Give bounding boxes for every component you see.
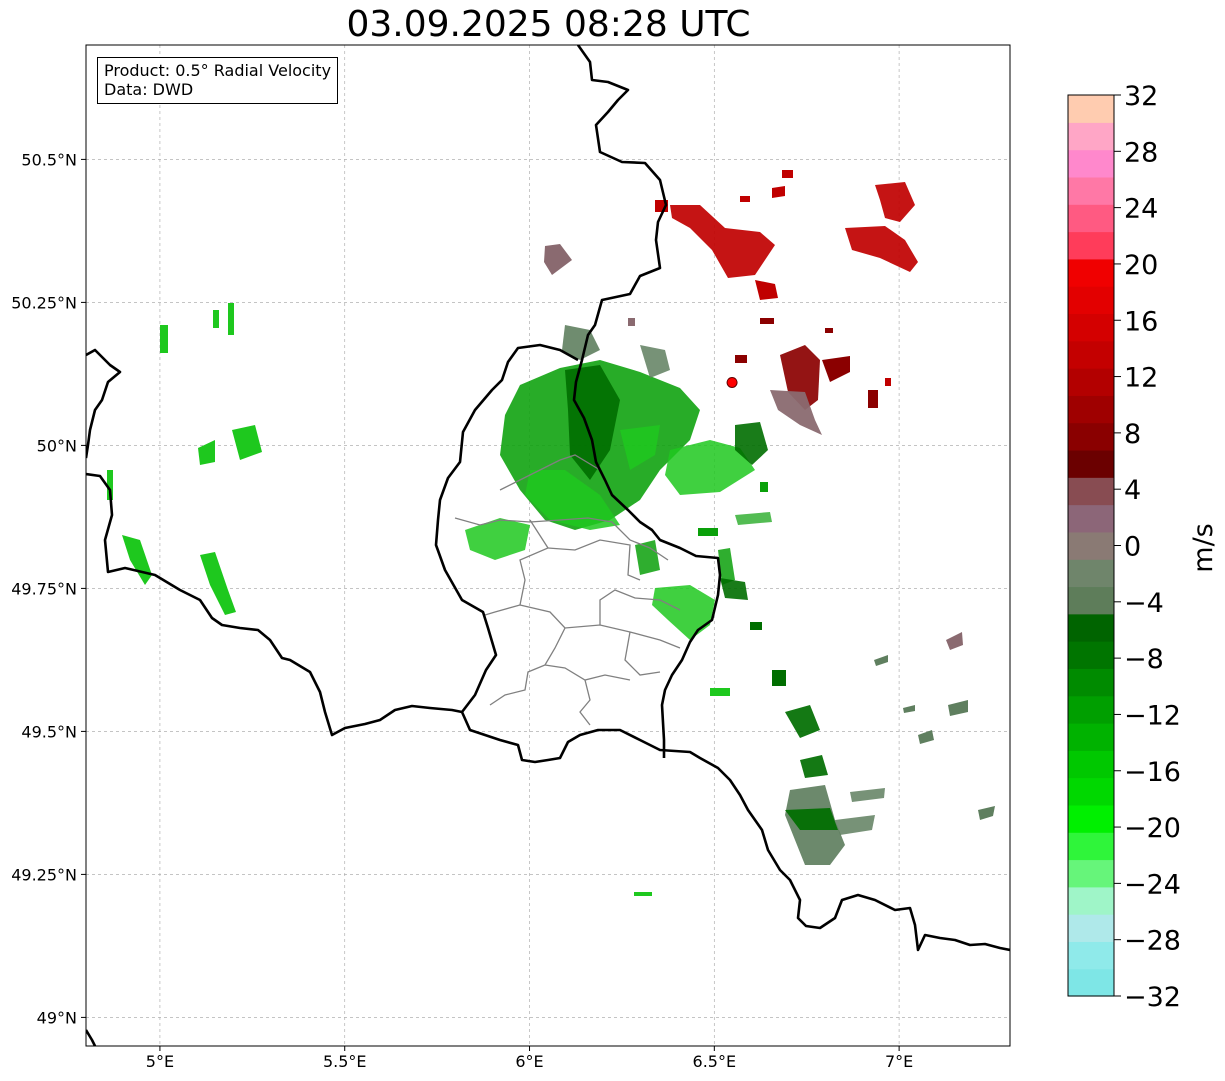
colorbar-segment bbox=[1068, 286, 1114, 315]
colorbar-segment bbox=[1068, 477, 1114, 506]
colorbar-tick-label: 32 bbox=[1124, 81, 1158, 112]
lon-tick-label: 6.5°E bbox=[693, 1052, 737, 1071]
colorbar-tick-label: −24 bbox=[1124, 869, 1181, 900]
lon-tick-label: 5.5°E bbox=[323, 1052, 367, 1071]
colorbar-segment bbox=[1068, 968, 1114, 997]
lon-tick-label: 6°E bbox=[515, 1052, 543, 1071]
country-borders bbox=[86, 45, 1010, 1046]
colorbar-segment bbox=[1068, 750, 1114, 779]
grid-lines bbox=[86, 45, 1010, 1046]
colorbar-segment bbox=[1068, 641, 1114, 669]
lon-tick-label: 5°E bbox=[146, 1052, 174, 1071]
colorbar-segment bbox=[1068, 722, 1114, 751]
product-label: Product: 0.5° Radial Velocity bbox=[104, 61, 332, 80]
canton-boundaries bbox=[454, 454, 681, 726]
colorbar-tick-label: −4 bbox=[1124, 588, 1164, 619]
colorbar-segment bbox=[1068, 122, 1114, 151]
echo-cluster-south bbox=[634, 632, 995, 896]
colorbar-tick-label: 8 bbox=[1124, 419, 1141, 450]
lat-tick-label: 49.25°N bbox=[11, 865, 77, 884]
colorbar-tick-label: 0 bbox=[1124, 532, 1141, 563]
colorbar-segment bbox=[1068, 204, 1114, 233]
colorbar-tick-label: −12 bbox=[1124, 700, 1181, 731]
data-source-label: Data: DWD bbox=[104, 80, 194, 99]
echo-cluster-east-of-lux bbox=[635, 422, 786, 696]
colorbar-segment bbox=[1068, 176, 1114, 205]
colorbar-segment bbox=[1068, 449, 1114, 478]
colorbar-tick-label: −32 bbox=[1124, 982, 1181, 1013]
colorbar-segment bbox=[1068, 258, 1114, 287]
colorbar-segment bbox=[1068, 859, 1114, 888]
colorbar-tick-label: −28 bbox=[1124, 926, 1181, 957]
colorbar-segment bbox=[1068, 368, 1114, 396]
colorbar-segment bbox=[1068, 586, 1114, 615]
lat-tick-label: 49°N bbox=[37, 1008, 77, 1027]
echo-cluster-northeast bbox=[544, 170, 918, 492]
colorbar-tick-label: −20 bbox=[1124, 813, 1181, 844]
colorbar-segment bbox=[1068, 149, 1114, 178]
colorbar-segment bbox=[1068, 832, 1114, 861]
lat-tick-label: 50.5°N bbox=[21, 150, 77, 169]
colorbar-segment bbox=[1068, 504, 1114, 533]
colorbar-segment bbox=[1068, 914, 1114, 942]
lat-tick-label: 49.5°N bbox=[21, 722, 77, 741]
colorbar-tick-label: −8 bbox=[1124, 644, 1164, 675]
colorbar-segment bbox=[1068, 95, 1114, 123]
radar-site-marker bbox=[726, 376, 738, 388]
lat-tick-label: 50°N bbox=[37, 436, 77, 455]
colorbar-segment bbox=[1068, 422, 1114, 451]
colorbar-segment bbox=[1068, 340, 1114, 369]
colorbar-segment bbox=[1068, 668, 1114, 697]
colorbar-segment bbox=[1068, 559, 1114, 588]
product-info-box: Product: 0.5° Radial Velocity Data: DWD bbox=[97, 57, 339, 104]
echo-cluster-luxembourg bbox=[465, 325, 700, 560]
colorbar-tick-label: 4 bbox=[1124, 475, 1141, 506]
lat-tick-label: 50.25°N bbox=[11, 293, 77, 312]
radar-echoes bbox=[107, 170, 995, 896]
colorbar-segment bbox=[1068, 941, 1114, 970]
colorbar-segment bbox=[1068, 531, 1114, 560]
colorbar-segment bbox=[1068, 777, 1114, 806]
colorbar: 32 28 24 20 16 12 8 4 0 −4 −8 −12 −16 −20 −24 −28 −32 bbox=[1067, 81, 1181, 1013]
colorbar-segment bbox=[1068, 804, 1114, 833]
map-title: 03.09.2025 08:28 UTC bbox=[346, 4, 751, 45]
colorbar-tick-label: 12 bbox=[1124, 363, 1158, 394]
plot-frame bbox=[85, 44, 1011, 1047]
map-layer bbox=[86, 45, 1010, 1046]
colorbar-tick-label: 28 bbox=[1124, 137, 1158, 168]
colorbar-tick-label: 20 bbox=[1124, 250, 1158, 281]
lat-tick-label: 49.75°N bbox=[11, 579, 77, 598]
colorbar-segment bbox=[1068, 613, 1114, 642]
lon-tick-label: 7°E bbox=[885, 1052, 913, 1071]
colorbar-tick-label: −16 bbox=[1124, 757, 1181, 788]
colorbar-segment bbox=[1068, 231, 1114, 260]
colorbar-segment bbox=[1068, 313, 1114, 342]
colorbar-segment bbox=[1068, 395, 1114, 424]
colorbar-segment bbox=[1068, 695, 1114, 724]
colorbar-tick-label: 24 bbox=[1124, 194, 1158, 225]
axis-ticks: 5°E 5.5°E 6°E 6.5°E 7°E 50.5°N 50.25°N 50°N 49.7… bbox=[11, 150, 913, 1071]
colorbar-segment bbox=[1068, 886, 1114, 915]
colorbar-tick-label: 16 bbox=[1124, 306, 1158, 337]
colorbar-label: m/s bbox=[1188, 523, 1219, 572]
